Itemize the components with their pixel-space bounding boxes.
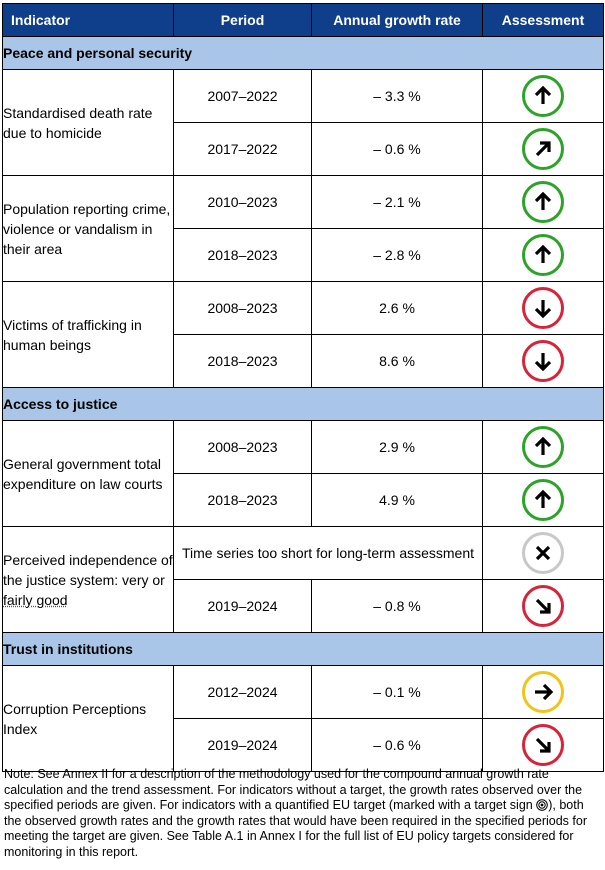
- section-title: Access to justice: [2, 387, 604, 421]
- section-title: Peace and personal security: [2, 36, 604, 70]
- indicator-name: General government total expenditure on …: [2, 420, 174, 527]
- arrow-up-icon: [522, 234, 564, 276]
- rate-cell: – 0.6 %: [311, 122, 483, 176]
- rate-cell: 2.6 %: [311, 281, 483, 335]
- table-row: Population reporting crime, violence or …: [2, 175, 604, 282]
- assessment-cell: [482, 175, 604, 229]
- table-row: Victims of trafficking in human beings 2…: [2, 281, 604, 388]
- indicator-name: Population reporting crime, violence or …: [2, 175, 174, 282]
- arrow-right-icon: [522, 671, 564, 713]
- assessment-cell: [482, 69, 604, 123]
- rate-cell: – 0.8 %: [311, 579, 483, 633]
- period-cell: 2008–2023: [173, 420, 312, 474]
- footnote-text-2: ), both the observed growth rates and th…: [4, 798, 587, 859]
- rate-cell: – 0.1 %: [311, 665, 483, 719]
- period-cell: 2008–2023: [173, 281, 312, 335]
- table-row: 2019–2024 – 0.8 %: [3, 579, 604, 633]
- header-period: Period: [173, 3, 312, 37]
- cross-icon: [522, 532, 564, 574]
- indicator-name: Standardised death rate due to homicide: [2, 69, 174, 176]
- table-row: 2018–2023 4.9 %: [3, 473, 604, 527]
- footnote-text-1: Note: See Annex II for a description of …: [4, 767, 583, 812]
- period-cell: 2010–2023: [173, 175, 312, 229]
- table-header-row: Indicator Period Annual growth rate Asse…: [2, 3, 604, 37]
- period-cell: 2007–2022: [173, 69, 312, 123]
- table-row: 2017–2022 – 0.6 %: [3, 122, 604, 176]
- table-row: 2018–2023 8.6 %: [3, 334, 604, 388]
- indicator-text: Perceived independence of the justice sy…: [3, 551, 173, 588]
- assessment-cell: [482, 281, 604, 335]
- table-row: General government total expenditure on …: [2, 420, 604, 527]
- assessment-cell: [482, 718, 604, 772]
- table-row: Corruption Perceptions Index 2012–2024 –…: [2, 665, 604, 772]
- rate-cell: 4.9 %: [311, 473, 483, 527]
- arrow-down-icon: [522, 287, 564, 329]
- section-row: Trust in institutions: [2, 632, 604, 666]
- assessment-cell: [482, 228, 604, 282]
- rate-cell: – 2.8 %: [311, 228, 483, 282]
- indicator-text-underlined: fairly good: [3, 591, 68, 608]
- section-row: Access to justice: [2, 387, 604, 421]
- arrow-up-icon: [522, 75, 564, 117]
- period-cell: 2019–2024: [173, 718, 312, 772]
- assessment-cell: [482, 526, 604, 580]
- assessment-cell: [482, 473, 604, 527]
- assessment-cell: [482, 334, 604, 388]
- table-row: 2018–2023 – 2.8 %: [3, 228, 604, 282]
- section-row: Peace and personal security: [2, 36, 604, 70]
- arrow-up-icon: [522, 426, 564, 468]
- table-row: Perceived independence of the justice sy…: [2, 526, 604, 633]
- header-assessment: Assessment: [482, 3, 604, 37]
- period-cell: 2019–2024: [173, 579, 312, 633]
- indicator-name: Corruption Perceptions Index: [2, 665, 174, 772]
- table-row: Standardised death rate due to homicide …: [2, 69, 604, 176]
- note-cell: Time series too short for long-term asse…: [173, 526, 483, 580]
- arrow-up-icon: [522, 181, 564, 223]
- rate-cell: – 3.3 %: [311, 69, 483, 123]
- arrow-down-icon: [522, 340, 564, 382]
- assessment-table: Indicator Period Annual growth rate Asse…: [2, 3, 604, 772]
- assessment-cell: [482, 665, 604, 719]
- table-row: 2019–2024 – 0.6 %: [3, 718, 604, 772]
- indicator-name: Victims of trafficking in human beings: [2, 281, 174, 388]
- header-indicator: Indicator: [2, 3, 174, 37]
- period-cell: 2017–2022: [173, 122, 312, 176]
- period-cell: 2012–2024: [173, 665, 312, 719]
- rate-cell: – 0.6 %: [311, 718, 483, 772]
- arrow-up-icon: [522, 479, 564, 521]
- footnote: Note: See Annex II for a description of …: [4, 767, 602, 860]
- header-rate: Annual growth rate: [311, 3, 483, 37]
- assessment-cell: [482, 420, 604, 474]
- rate-cell: 2.9 %: [311, 420, 483, 474]
- period-cell: 2018–2023: [173, 473, 312, 527]
- indicator-name: Perceived independence of the justice sy…: [2, 526, 174, 633]
- arrow-down-right-icon: [522, 724, 564, 766]
- arrow-up-right-icon: [522, 128, 564, 170]
- period-cell: 2018–2023: [173, 228, 312, 282]
- assessment-cell: [482, 122, 604, 176]
- assessment-cell: [482, 579, 604, 633]
- rate-cell: 8.6 %: [311, 334, 483, 388]
- target-sign-icon: [536, 799, 549, 811]
- arrow-down-right-icon: [522, 585, 564, 627]
- rate-cell: – 2.1 %: [311, 175, 483, 229]
- period-cell: 2018–2023: [173, 334, 312, 388]
- section-title: Trust in institutions: [2, 632, 604, 666]
